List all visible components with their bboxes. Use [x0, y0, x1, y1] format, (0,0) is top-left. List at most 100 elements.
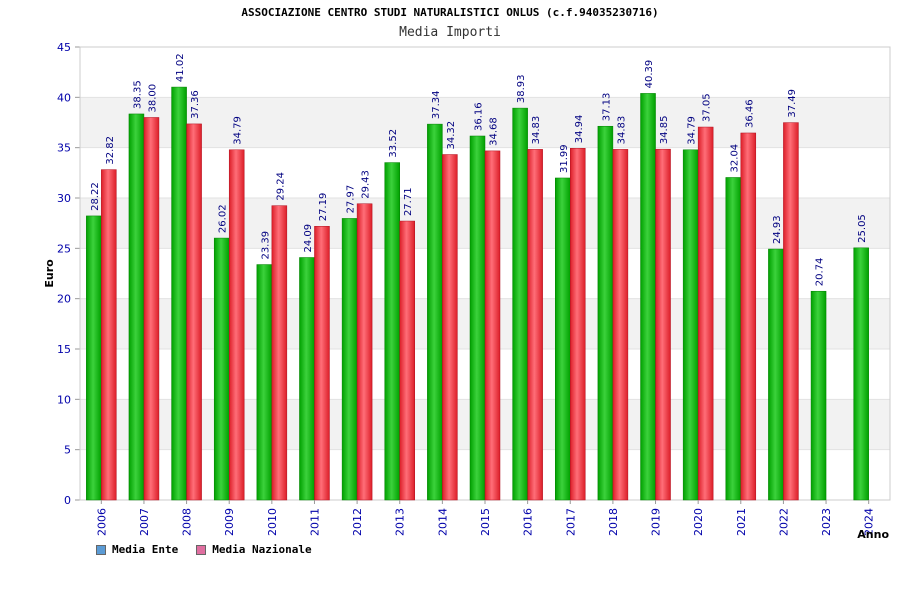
legend-label-media-ente: Media Ente [112, 543, 179, 556]
data-label: 27.71 [403, 187, 414, 216]
x-tick-label: 2011 [308, 508, 321, 536]
bar-media-nazionale [527, 149, 543, 501]
bar-media-ente [682, 149, 699, 501]
bar-media-ente [171, 86, 187, 501]
bar-media-ente [810, 290, 827, 501]
data-label: 27.97 [346, 185, 357, 214]
data-label: 36.16 [474, 102, 485, 131]
data-label: 34.83 [616, 116, 627, 145]
data-label: 34.94 [574, 115, 585, 144]
data-label: 32.82 [105, 136, 116, 165]
bar-media-nazionale [143, 117, 160, 501]
y-tick-label: 5 [64, 444, 71, 457]
data-label: 34.32 [446, 121, 457, 150]
data-label: 23.39 [260, 231, 271, 260]
data-label: 26.02 [218, 204, 229, 233]
bar-media-ente [128, 113, 145, 501]
y-tick-label: 30 [57, 192, 71, 205]
data-label: 34.83 [531, 116, 542, 145]
data-label: 32.04 [729, 144, 740, 173]
legend-item-media-ente: Media Ente [96, 543, 178, 556]
bar-media-nazionale [271, 205, 288, 501]
data-label: 29.43 [361, 170, 372, 199]
bar-media-ente [725, 177, 742, 501]
legend-item-media-nazionale: Media Nazionale [196, 543, 312, 556]
data-label: 37.49 [787, 89, 798, 118]
data-label: 40.39 [644, 60, 655, 89]
bar-media-ente [341, 218, 358, 501]
y-tick-label: 25 [57, 242, 71, 255]
bar-media-nazionale [570, 148, 586, 501]
bar-media-nazionale [484, 150, 501, 501]
bar-media-nazionale [356, 203, 373, 501]
data-label: 25.05 [857, 214, 868, 243]
x-tick-label: 2008 [181, 508, 194, 536]
data-label: 41.02 [175, 53, 186, 82]
data-label: 24.09 [303, 224, 314, 253]
x-tick-label: 2010 [266, 508, 279, 536]
x-tick-label: 2023 [820, 508, 833, 536]
x-tick-label: 2019 [650, 508, 663, 536]
data-label: 27.19 [318, 193, 329, 222]
x-tick-label: 2013 [394, 508, 407, 536]
bar-media-ente [512, 107, 528, 501]
data-label: 34.68 [489, 117, 500, 146]
bar-media-ente [427, 123, 443, 501]
bar-media-ente [640, 93, 656, 501]
bar-media-ente [555, 177, 571, 501]
x-tick-label: 2024 [863, 508, 876, 536]
bar-media-ente [86, 215, 102, 501]
data-label: 34.79 [687, 116, 698, 145]
y-axis-label: Euro [43, 259, 56, 288]
chart-subtitle: Media Importi [399, 25, 501, 40]
data-label: 37.13 [601, 93, 612, 122]
bar-media-ente [384, 162, 400, 501]
y-tick-label: 35 [57, 142, 71, 155]
data-label: 33.52 [388, 129, 399, 158]
x-axis-label: Anno [857, 528, 889, 541]
x-tick-label: 2012 [351, 508, 364, 536]
x-tick-label: 2018 [607, 508, 620, 536]
legend-label-media-nazionale: Media Nazionale [212, 543, 312, 556]
bar-media-ente [853, 247, 869, 501]
legend-swatch-media-ente [96, 544, 106, 555]
data-label: 24.93 [772, 215, 783, 244]
bar-media-nazionale [697, 126, 714, 501]
bar-media-nazionale [783, 122, 799, 501]
data-label: 28.22 [90, 182, 101, 211]
bar-media-ente [299, 257, 315, 501]
data-label: 38.00 [147, 84, 158, 113]
chart-title: ASSOCIAZIONE CENTRO STUDI NATURALISTICI … [241, 6, 659, 19]
x-tick-label: 2021 [735, 508, 748, 536]
data-label: 34.85 [659, 116, 670, 145]
bar-media-nazionale [740, 132, 757, 501]
bar-media-nazionale [314, 226, 330, 501]
x-tick-label: 2017 [564, 508, 577, 536]
legend-swatch-media-nazionale [196, 544, 207, 555]
x-tick-label: 2007 [138, 508, 151, 536]
y-tick-label: 15 [57, 343, 71, 356]
data-label: 37.34 [431, 90, 442, 119]
data-label: 37.36 [190, 90, 201, 119]
bar-media-ente [597, 125, 614, 501]
x-tick-label: 2009 [223, 508, 236, 536]
data-label: 38.35 [132, 80, 143, 109]
x-tick-label: 2014 [436, 508, 449, 536]
data-label: 38.93 [516, 74, 527, 103]
bar-media-nazionale [228, 149, 245, 501]
bar-media-ente [213, 237, 230, 501]
bar-media-nazionale [655, 148, 671, 501]
x-tick-label: 2020 [692, 508, 705, 536]
bar-media-nazionale [101, 169, 117, 501]
data-label: 36.46 [744, 99, 755, 128]
legend: Media Ente Media Nazionale [96, 543, 312, 556]
bar-media-ente [768, 248, 784, 501]
x-tick-label: 2006 [95, 508, 108, 536]
x-tick-label: 2016 [522, 508, 535, 536]
y-tick-label: 40 [57, 91, 71, 104]
y-tick-label: 20 [57, 293, 71, 306]
x-tick-label: 2015 [479, 508, 492, 536]
bar-media-nazionale [186, 123, 202, 501]
